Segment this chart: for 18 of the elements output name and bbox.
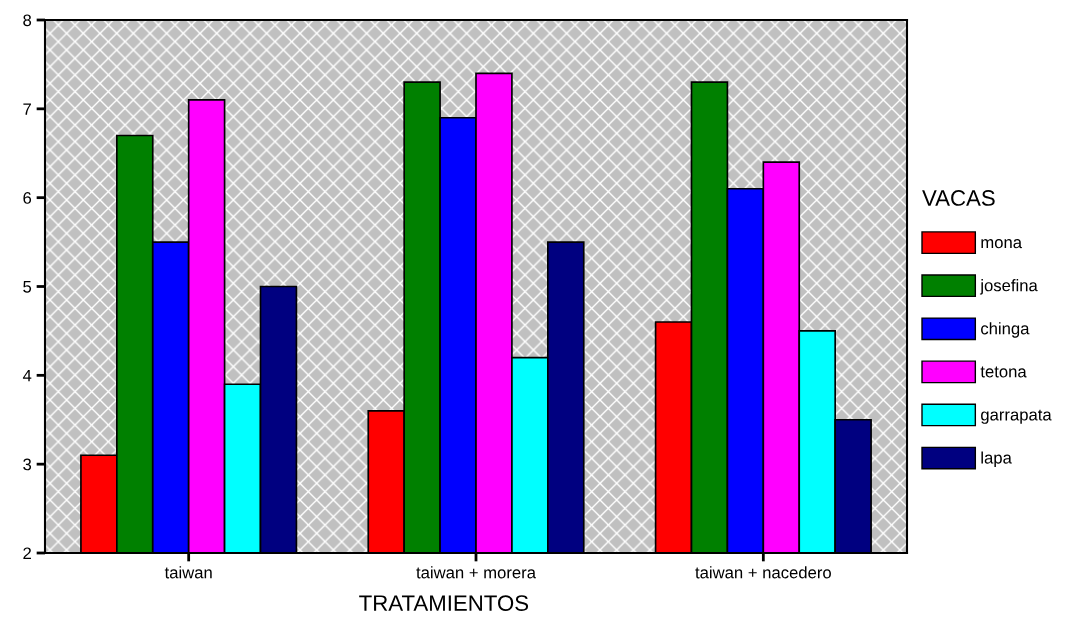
- legend-label: garrapata: [981, 409, 1052, 424]
- legend-label: tetona: [980, 366, 1027, 378]
- y-tick-label: 8: [23, 14, 32, 27]
- legend-label: josefina: [979, 279, 1038, 295]
- y-tick-label: 5: [23, 281, 32, 293]
- y-tick-label: 2: [23, 547, 31, 560]
- y-tick-label: 4: [22, 369, 32, 382]
- y-tick-label: 3: [23, 458, 32, 471]
- x-tick-label: taiwan + nacedero: [695, 566, 831, 579]
- legend-label: lapa: [981, 451, 1012, 467]
- legend-title: VACAS: [922, 190, 995, 206]
- legend-label: chinga: [981, 322, 1030, 338]
- x-tick-label: taiwan + morera: [416, 566, 536, 579]
- y-tick-label: 7: [23, 103, 31, 115]
- x-axis-title: TRATAMIENTOS: [359, 595, 529, 611]
- y-tick-label: 6: [23, 192, 32, 204]
- legend-label: mona: [981, 239, 1023, 249]
- x-tick-label: taiwan: [164, 566, 212, 579]
